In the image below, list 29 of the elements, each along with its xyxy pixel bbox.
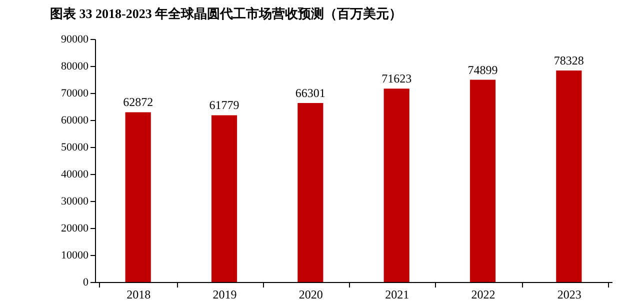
bar <box>384 88 410 282</box>
x-tick-label: 2021 <box>385 288 410 302</box>
bar <box>125 112 151 282</box>
y-tick-label: 20000 <box>61 222 89 234</box>
data-label: 71623 <box>382 72 412 86</box>
y-tick-label: 10000 <box>61 250 89 262</box>
bar <box>211 115 238 282</box>
y-tick-label: 0 <box>83 276 89 288</box>
x-tick-label: 2023 <box>557 288 582 302</box>
y-tick-label: 60000 <box>61 114 89 126</box>
y-tick-label: 50000 <box>61 142 89 154</box>
x-tick-label: 2020 <box>298 288 323 302</box>
data-label: 62872 <box>123 95 154 110</box>
data-label: 78328 <box>554 54 584 68</box>
y-tick-label: 30000 <box>61 196 89 208</box>
y-tick-label: 80000 <box>61 60 89 72</box>
x-tick-label: 2019 <box>212 288 237 302</box>
x-tick-label: 2018 <box>126 288 151 302</box>
y-tick-label: 70000 <box>61 88 89 100</box>
bar <box>298 102 324 282</box>
chart-title: 图表 33 2018-2023 年全球晶圆代工市场营收预测（百万美元） <box>50 6 402 21</box>
data-label: 74899 <box>468 62 498 77</box>
data-label: 61779 <box>209 98 240 112</box>
bar <box>556 70 582 282</box>
x-tick-label: 2022 <box>471 288 496 302</box>
y-tick-label: 40000 <box>61 168 89 180</box>
bar <box>470 80 496 282</box>
y-tick-label: 90000 <box>61 34 89 46</box>
data-label: 66301 <box>295 86 326 100</box>
